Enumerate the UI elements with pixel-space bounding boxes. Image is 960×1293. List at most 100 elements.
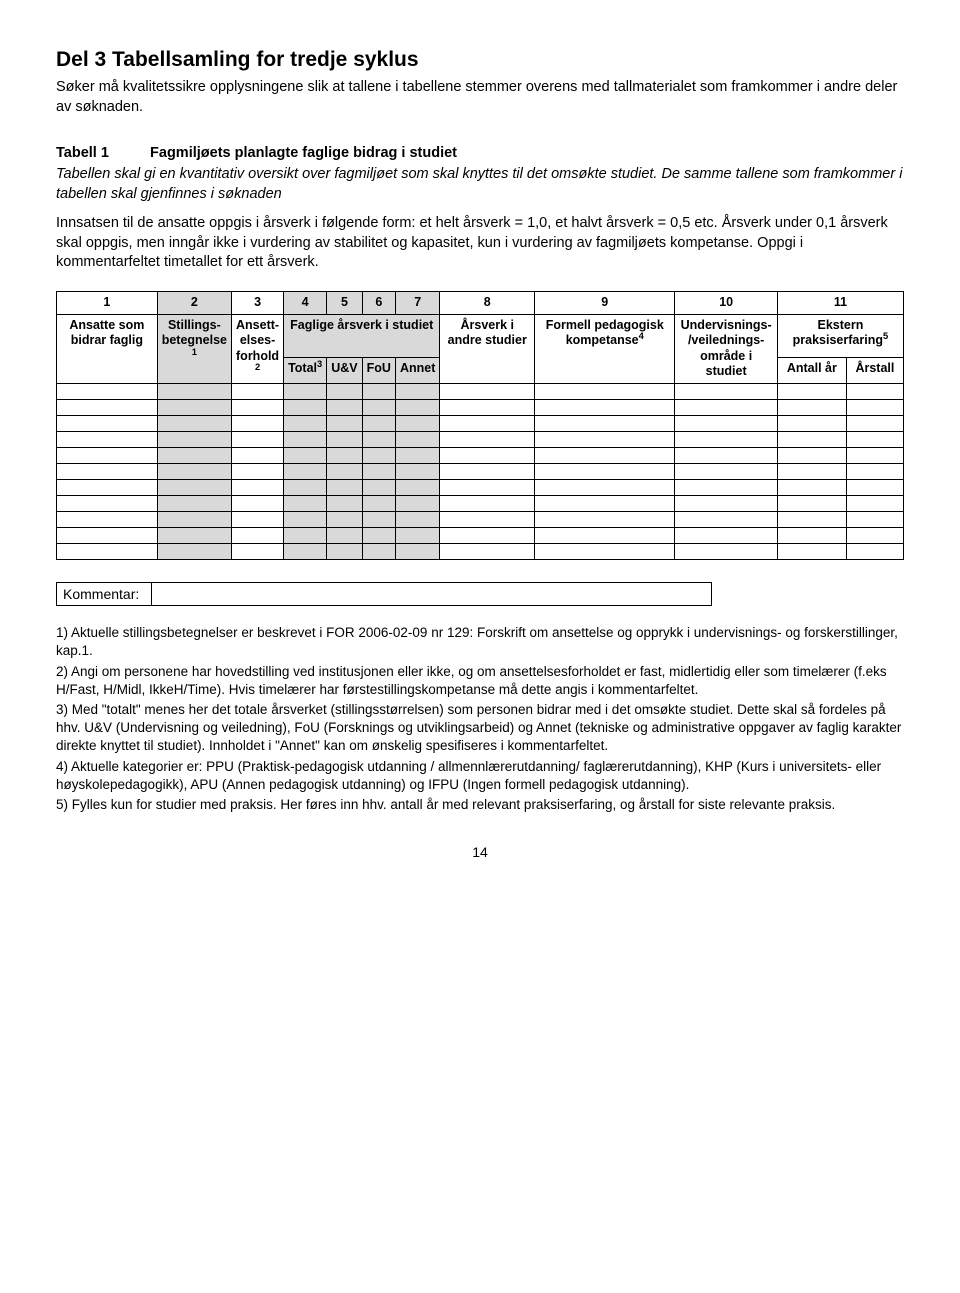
table-cell[interactable] [440,416,535,432]
table-cell[interactable] [232,448,284,464]
table-cell[interactable] [535,512,675,528]
table-cell[interactable] [395,544,439,560]
table-cell[interactable] [846,544,903,560]
table-cell[interactable] [362,464,395,480]
table-cell[interactable] [846,464,903,480]
table-cell[interactable] [57,416,158,432]
table-cell[interactable] [157,496,231,512]
table-cell[interactable] [395,480,439,496]
table-cell[interactable] [535,464,675,480]
table-cell[interactable] [362,544,395,560]
table-cell[interactable] [284,496,327,512]
table-cell[interactable] [157,544,231,560]
table-cell[interactable] [157,512,231,528]
table-cell[interactable] [57,384,158,400]
table-cell[interactable] [777,528,846,544]
table-cell[interactable] [232,528,284,544]
table-cell[interactable] [362,480,395,496]
table-cell[interactable] [675,432,777,448]
table-cell[interactable] [440,544,535,560]
table-cell[interactable] [395,416,439,432]
table-cell[interactable] [395,464,439,480]
table-cell[interactable] [57,496,158,512]
table-cell[interactable] [846,448,903,464]
table-cell[interactable] [284,432,327,448]
table-cell[interactable] [232,480,284,496]
table-cell[interactable] [846,416,903,432]
table-cell[interactable] [395,400,439,416]
table-cell[interactable] [777,512,846,528]
table-cell[interactable] [535,384,675,400]
table-cell[interactable] [675,448,777,464]
table-cell[interactable] [777,480,846,496]
table-cell[interactable] [284,400,327,416]
table-cell[interactable] [535,528,675,544]
table-cell[interactable] [157,480,231,496]
table-cell[interactable] [284,512,327,528]
table-cell[interactable] [675,496,777,512]
table-cell[interactable] [362,384,395,400]
table-cell[interactable] [157,416,231,432]
table-cell[interactable] [440,464,535,480]
table-cell[interactable] [777,416,846,432]
table-cell[interactable] [440,480,535,496]
table-cell[interactable] [284,416,327,432]
table-cell[interactable] [284,464,327,480]
table-cell[interactable] [232,464,284,480]
table-cell[interactable] [777,384,846,400]
table-cell[interactable] [777,448,846,464]
table-cell[interactable] [232,416,284,432]
table-cell[interactable] [327,544,362,560]
table-cell[interactable] [232,400,284,416]
table-cell[interactable] [440,528,535,544]
table-cell[interactable] [362,528,395,544]
table-cell[interactable] [395,384,439,400]
table-cell[interactable] [157,448,231,464]
table-cell[interactable] [535,544,675,560]
table-cell[interactable] [395,528,439,544]
table-cell[interactable] [157,384,231,400]
table-cell[interactable] [846,432,903,448]
table-cell[interactable] [284,480,327,496]
table-cell[interactable] [57,512,158,528]
table-cell[interactable] [362,416,395,432]
table-cell[interactable] [777,544,846,560]
comment-field[interactable] [152,583,712,606]
table-cell[interactable] [57,464,158,480]
table-cell[interactable] [327,512,362,528]
table-cell[interactable] [57,528,158,544]
table-cell[interactable] [157,432,231,448]
table-cell[interactable] [777,464,846,480]
table-cell[interactable] [232,496,284,512]
table-cell[interactable] [777,432,846,448]
table-cell[interactable] [395,512,439,528]
table-cell[interactable] [362,432,395,448]
table-cell[interactable] [57,448,158,464]
table-cell[interactable] [362,496,395,512]
table-cell[interactable] [232,544,284,560]
table-cell[interactable] [846,512,903,528]
table-cell[interactable] [675,384,777,400]
table-cell[interactable] [535,416,675,432]
table-cell[interactable] [440,448,535,464]
table-cell[interactable] [846,400,903,416]
table-cell[interactable] [57,480,158,496]
table-cell[interactable] [675,512,777,528]
table-cell[interactable] [440,496,535,512]
table-cell[interactable] [327,384,362,400]
table-cell[interactable] [395,448,439,464]
table-cell[interactable] [535,496,675,512]
table-cell[interactable] [284,448,327,464]
table-cell[interactable] [327,400,362,416]
table-cell[interactable] [232,512,284,528]
table-cell[interactable] [846,528,903,544]
table-cell[interactable] [284,384,327,400]
table-cell[interactable] [675,544,777,560]
table-cell[interactable] [535,448,675,464]
table-cell[interactable] [157,464,231,480]
table-cell[interactable] [232,432,284,448]
table-cell[interactable] [362,448,395,464]
table-cell[interactable] [57,544,158,560]
table-cell[interactable] [327,528,362,544]
table-cell[interactable] [535,480,675,496]
